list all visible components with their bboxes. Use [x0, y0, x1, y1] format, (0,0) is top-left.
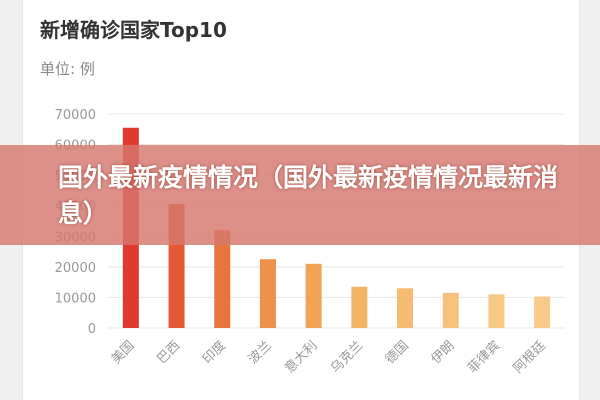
bar — [442, 292, 459, 328]
bar — [397, 288, 414, 328]
bar — [534, 296, 551, 328]
chart-title: 新增确诊国家Top10 — [40, 18, 227, 42]
bar — [488, 294, 505, 328]
x-tick-label: 乌克兰 — [327, 338, 366, 377]
bar — [351, 286, 368, 328]
y-tick-label: 20000 — [55, 261, 96, 276]
y-tick-label: 10000 — [55, 291, 96, 306]
x-tick-label: 阿根廷 — [511, 338, 549, 376]
x-tick-label: 美国 — [109, 338, 138, 367]
bar — [214, 230, 231, 328]
x-tick-label: 伊朗 — [429, 338, 458, 367]
x-axis-labels: 美国 巴西 印度 波兰 意大利 乌克兰 德国 伊朗 菲律宾 阿根廷 — [109, 338, 549, 377]
bar — [259, 259, 276, 328]
bar — [305, 263, 322, 328]
overlay-banner — [0, 145, 600, 245]
chart-unit-label: 单位: 例 — [40, 60, 95, 78]
y-tick-label: 70000 — [55, 108, 96, 123]
x-tick-label: 波兰 — [246, 338, 275, 367]
x-tick-label: 德国 — [383, 338, 412, 367]
x-tick-label: 意大利 — [282, 338, 321, 377]
x-tick-label: 巴西 — [154, 338, 183, 367]
overlay-banner-text: 国外最新疫情情况（国外最新疫情情况最新消息） — [58, 163, 559, 228]
x-tick-label: 菲律宾 — [464, 338, 503, 377]
x-tick-label: 印度 — [199, 338, 229, 368]
y-tick-label: 0 — [88, 322, 96, 337]
